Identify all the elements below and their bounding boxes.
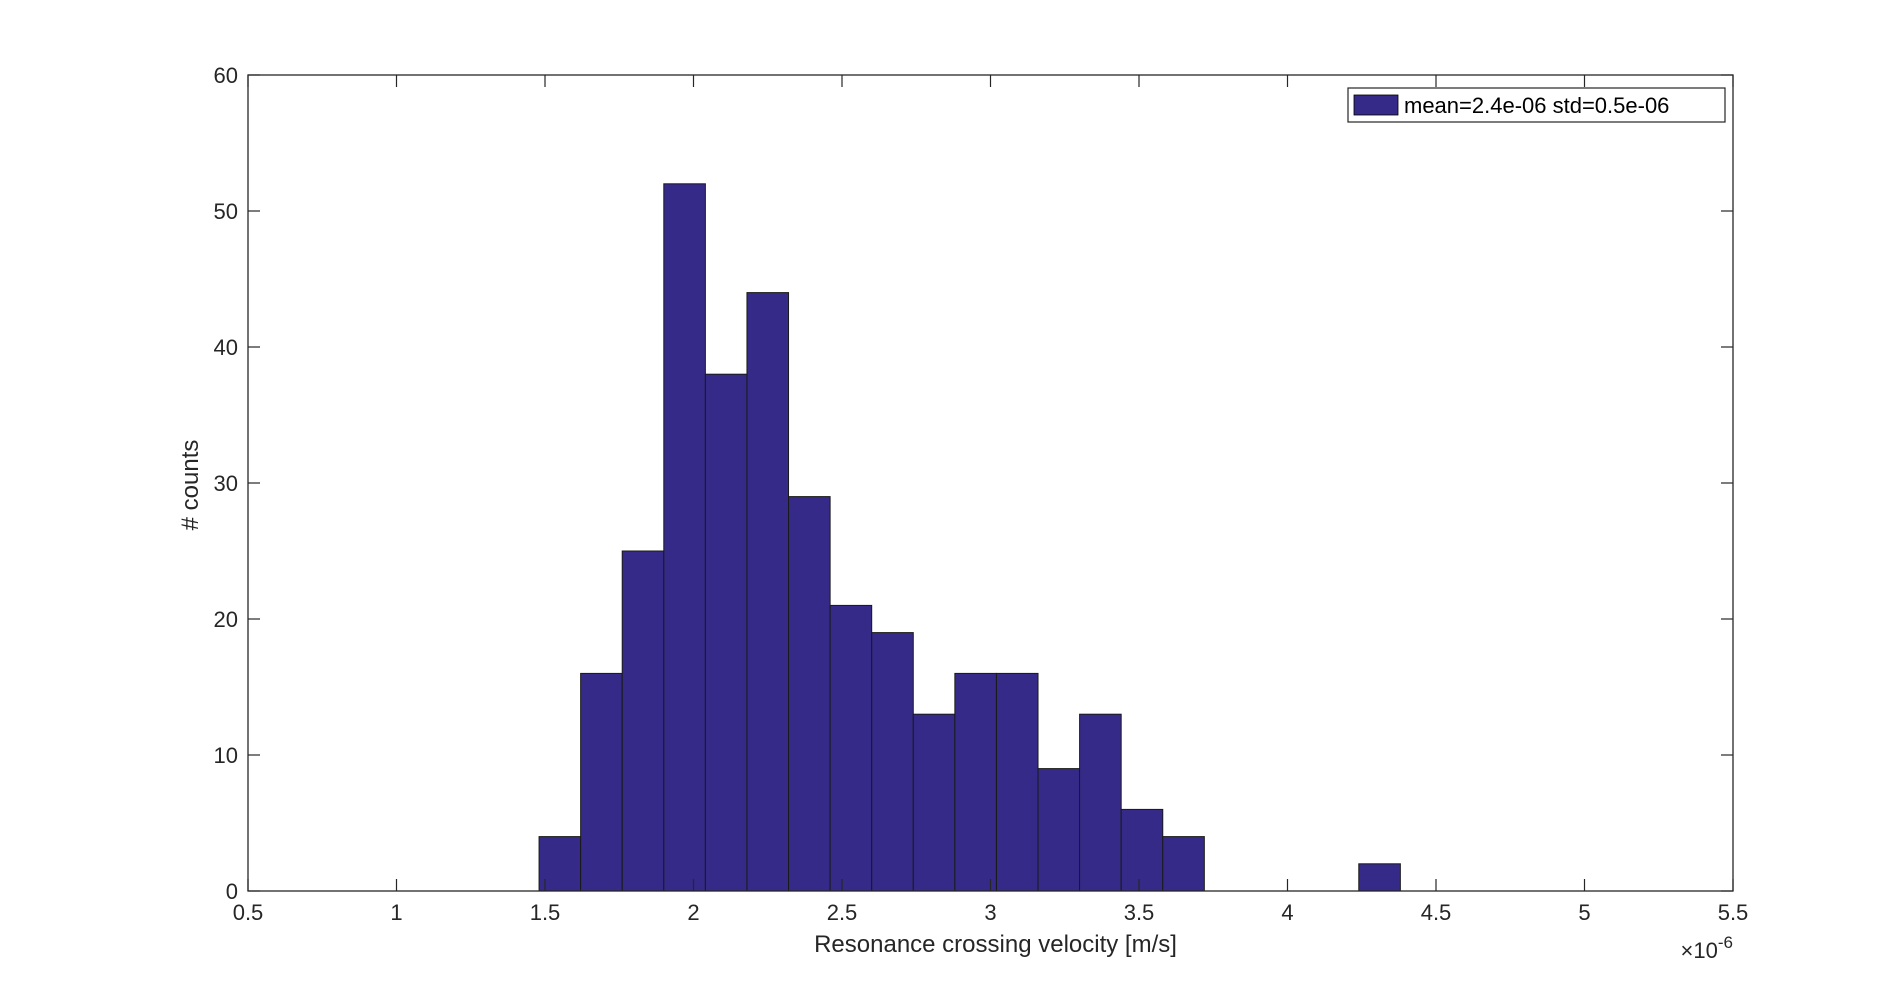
x-tick-label: 2	[687, 900, 699, 925]
y-tick-label: 40	[214, 335, 238, 360]
legend-box	[1347, 87, 1726, 123]
x-tick-label: 4.5	[1421, 900, 1452, 925]
histogram-bar	[1162, 836, 1205, 892]
legend-swatch	[1353, 94, 1399, 116]
y-tick-label: 0	[226, 879, 238, 904]
x-tick-label: 1	[390, 900, 402, 925]
histogram-bar	[704, 373, 748, 892]
histogram-bar	[829, 604, 873, 892]
x-exponent-power: -6	[1718, 933, 1733, 952]
bars-group	[538, 183, 1401, 892]
axes-box	[247, 74, 1734, 892]
histogram-bar	[912, 713, 956, 892]
x-tick-label: 2.5	[827, 900, 858, 925]
histogram-bar	[954, 672, 997, 892]
x-exponent-label: ×10-6	[1681, 933, 1733, 963]
y-tick-label: 60	[214, 63, 238, 88]
histogram-bar	[995, 672, 1039, 892]
x-tick-label: 3	[984, 900, 996, 925]
histogram-bar	[580, 672, 623, 892]
y-tick-label: 20	[214, 607, 238, 632]
y-tick-label: 30	[214, 471, 238, 496]
y-tick-label: 50	[214, 199, 238, 224]
y-axis-label: # counts	[177, 440, 204, 531]
x-tick-label: 3.5	[1124, 900, 1155, 925]
x-tick-label: 4	[1281, 900, 1293, 925]
histogram-bar	[621, 550, 665, 892]
histogram-bar	[871, 632, 914, 892]
x-tick-label: 1.5	[530, 900, 561, 925]
x-tick-label: 5	[1578, 900, 1590, 925]
legend: mean=2.4e-06 std=0.5e-06	[1347, 87, 1726, 123]
x-exponent-base: ×10	[1681, 938, 1718, 963]
histogram-bar	[663, 183, 706, 892]
histogram-bar	[1358, 863, 1401, 892]
legend-entry: mean=2.4e-06 std=0.5e-06	[1404, 93, 1669, 118]
histogram-bar	[1120, 808, 1164, 892]
histogram-bar	[788, 496, 831, 892]
y-tick-label: 10	[214, 743, 238, 768]
x-tick-label: 5.5	[1718, 900, 1749, 925]
histogram-bar	[1037, 768, 1081, 892]
x-tick-label: 0.5	[233, 900, 264, 925]
x-axis-label: Resonance crossing velocity [m/s]	[814, 931, 1177, 958]
histogram-bar	[746, 292, 790, 892]
histogram-bar	[1079, 713, 1122, 892]
